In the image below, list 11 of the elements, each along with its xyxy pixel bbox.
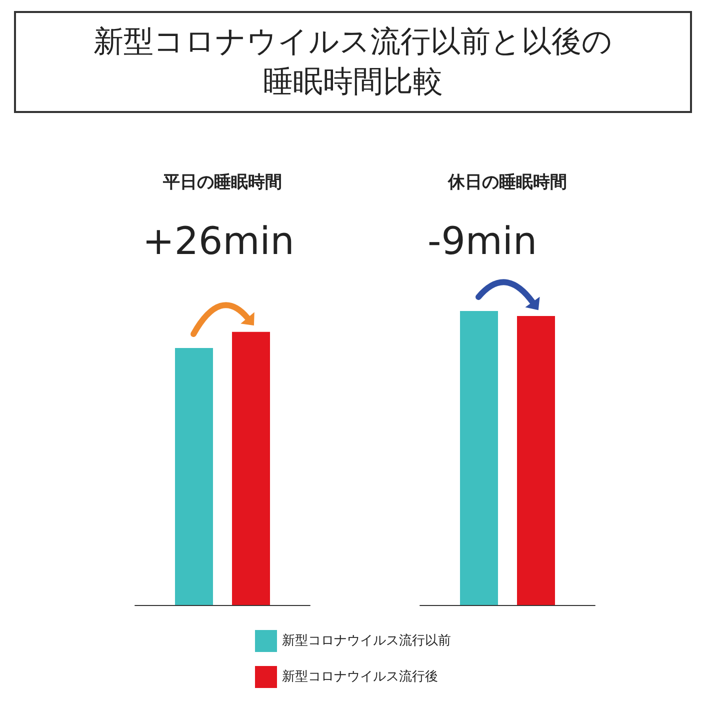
legend-label: 新型コロナウイルス流行以前 [282,632,451,648]
bar [232,332,270,605]
legend-label: 新型コロナウイルス流行後 [282,668,438,684]
text: -9min [428,219,538,263]
bar [460,311,498,605]
chart-title: 新型コロナウイルス流行以前と以後の睡眠時間比較 [94,24,612,100]
bar [175,348,213,605]
x-tick-label: 平日の睡眠時間 [162,172,282,192]
x-tick-label: 休日の睡眠時間 [447,172,567,192]
text: +26min [142,219,294,263]
bar [517,316,555,605]
